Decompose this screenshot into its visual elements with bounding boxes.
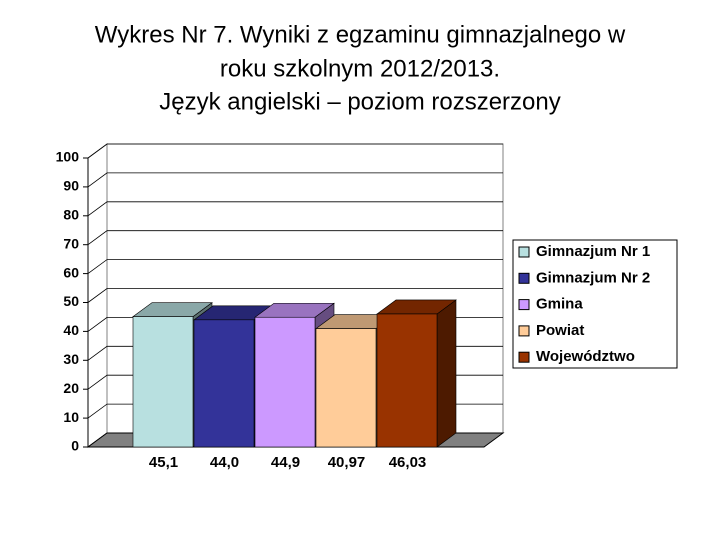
y-tick-label: 60: [63, 264, 79, 280]
chart-title: roku szkolnym 2012/2013.: [220, 55, 500, 82]
y-tick-label: 30: [63, 351, 79, 367]
y-tick-label: 0: [71, 438, 79, 454]
grid-line: [87, 259, 503, 274]
y-tick-label: 90: [63, 178, 79, 194]
grid-line: [87, 172, 503, 188]
y-tick-label: 40: [63, 322, 79, 338]
legend-label: Gimnazjum Nr 1: [536, 243, 650, 260]
grid-line: [87, 201, 503, 217]
legend-swatch: [518, 272, 530, 284]
bar: [254, 316, 316, 448]
bar: [132, 316, 194, 448]
legend-swatch: [518, 299, 530, 311]
legend-swatch: [518, 325, 530, 337]
chart-title: Język angielski – poziom rozszerzony: [159, 88, 561, 115]
bar-side: [436, 299, 457, 448]
y-tick-label: 20: [63, 380, 79, 396]
value-label: 46,03: [389, 454, 427, 471]
legend-swatch: [518, 351, 530, 363]
y-tick-label: 10: [63, 409, 79, 425]
legend-box: [512, 239, 678, 369]
value-label: 45,1: [149, 454, 178, 471]
grid-line: [87, 288, 503, 303]
legend-label: Gmina: [536, 296, 583, 313]
legend-label: Gimnazjum Nr 2: [536, 269, 650, 286]
legend-label: Województwo: [536, 348, 635, 365]
chart-title: Wykres Nr 7. Wyniki z egzaminu gimnazjal…: [95, 21, 626, 48]
bar: [193, 319, 255, 448]
value-label: 44,9: [271, 454, 300, 471]
value-label: 44,0: [210, 454, 239, 471]
legend-label: Powiat: [536, 322, 584, 339]
legend-swatch: [518, 246, 530, 258]
bar: [315, 328, 377, 448]
grid-line: [87, 143, 503, 159]
bar: [376, 313, 438, 448]
y-tick-label: 50: [63, 293, 79, 309]
y-tick-label: 80: [63, 207, 79, 223]
grid-line: [87, 230, 503, 246]
y-tick-label: 100: [56, 149, 80, 165]
value-label: 40,97: [328, 454, 366, 471]
y-tick-label: 70: [63, 235, 79, 251]
